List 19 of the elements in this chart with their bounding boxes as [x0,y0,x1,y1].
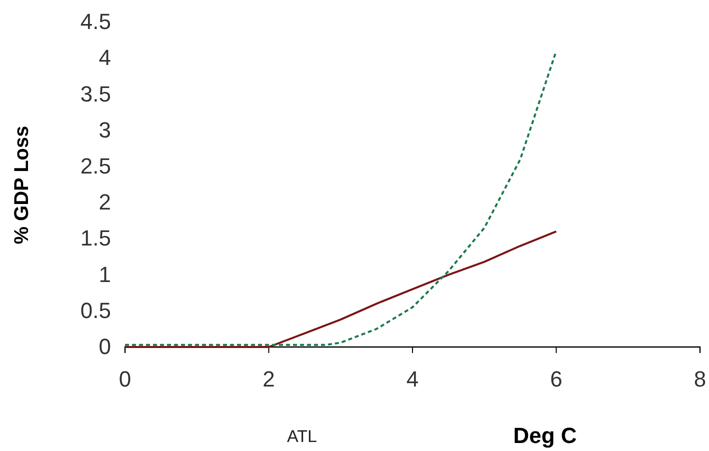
y-tick-label: 3.5 [80,81,111,106]
x-tick-label: 6 [550,366,562,392]
x-tick-label: 8 [694,366,706,392]
x-tick-label: 0 [118,366,132,392]
y-tick-label: 2.5 [80,153,111,178]
text: ATL [287,427,317,446]
y-tick-label: 3 [98,117,111,142]
y-tick-label: 0.5 [80,298,111,323]
y-tick-label: 4 [98,45,111,70]
y-tick-label: 1.5 [80,226,111,251]
y-axis-title: % GDP Loss [11,126,33,244]
y-tick-label: 0 [98,334,111,360]
y-tick-label: 1 [98,262,111,287]
line-series [124,230,558,348]
x-tick-label: 4 [406,366,419,392]
y-tick-label: 4.5 [80,9,111,34]
y-tick-label: 2 [98,190,111,215]
x-axis-title: Deg C [513,423,577,448]
x-tick-label: 2 [262,366,275,392]
